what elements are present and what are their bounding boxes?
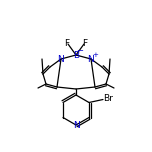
Text: N: N xyxy=(58,55,64,64)
Text: N: N xyxy=(73,121,79,131)
Text: F: F xyxy=(64,40,70,48)
Text: N: N xyxy=(88,55,94,64)
Text: +: + xyxy=(92,52,98,58)
Text: B: B xyxy=(73,50,79,59)
Text: Br: Br xyxy=(103,94,113,103)
Text: −: − xyxy=(76,47,83,55)
Text: F: F xyxy=(82,40,88,48)
